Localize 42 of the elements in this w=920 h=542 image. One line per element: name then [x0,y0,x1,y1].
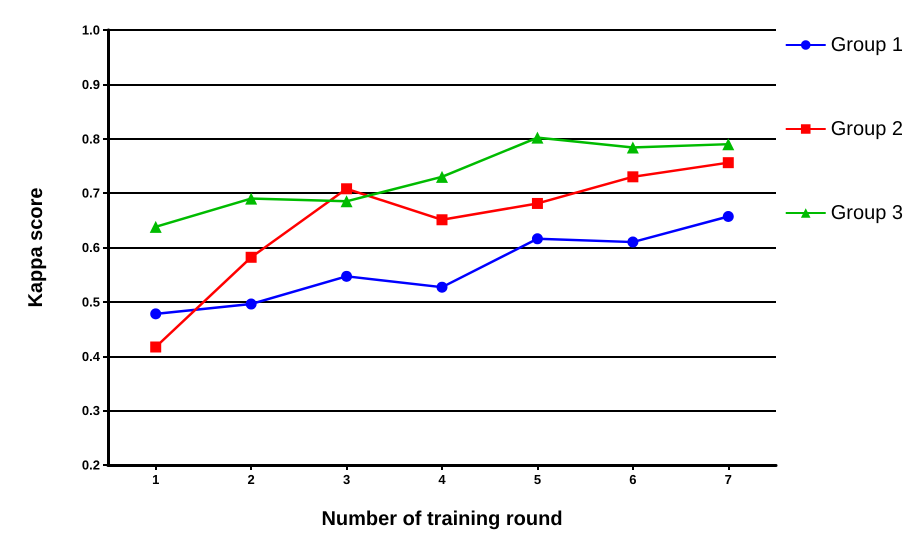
y-axis-title: Kappa score [25,187,47,308]
y-tick-label: 0.8 [82,131,100,146]
point [626,141,639,154]
x-tick-label: 1 [152,472,160,487]
x-tick-label: 4 [438,472,446,487]
legend-label: Group 2 [830,118,903,140]
y-tick-label: 0.3 [82,403,100,418]
point [722,157,734,168]
point [341,270,352,282]
x-tick-label: 2 [248,472,255,487]
y-tick-label: 0.7 [82,186,100,201]
x-axis-title: Number of training round [321,508,563,530]
point [627,171,638,182]
y-tick-label: 0.4 [82,348,101,364]
point [436,170,448,183]
point [150,342,162,353]
y-tick-label: 0.9 [82,76,100,92]
point [722,138,734,150]
point [340,195,353,208]
legend-label: Group 3 [830,202,903,224]
y-tick-label: 1.0 [82,22,100,38]
point [341,183,352,194]
point [722,211,734,222]
point [246,252,257,263]
x-tick-label: 6 [629,472,636,487]
point [245,192,258,205]
legend-label: Group 1 [830,34,903,56]
x-tick-label: 3 [342,472,350,487]
y-tick-label: 0.6 [82,240,100,255]
point [150,220,162,233]
x-tick-label: 7 [724,472,732,487]
point [246,298,257,310]
x-tick-label: 5 [534,472,542,487]
point [150,308,162,320]
y-tick-label: 0.2 [82,458,100,472]
point [436,214,448,226]
point [532,198,543,209]
point [531,132,544,144]
point [436,282,448,293]
point [627,236,638,248]
point [532,233,543,244]
y-tick-label: 0.5 [82,294,100,310]
